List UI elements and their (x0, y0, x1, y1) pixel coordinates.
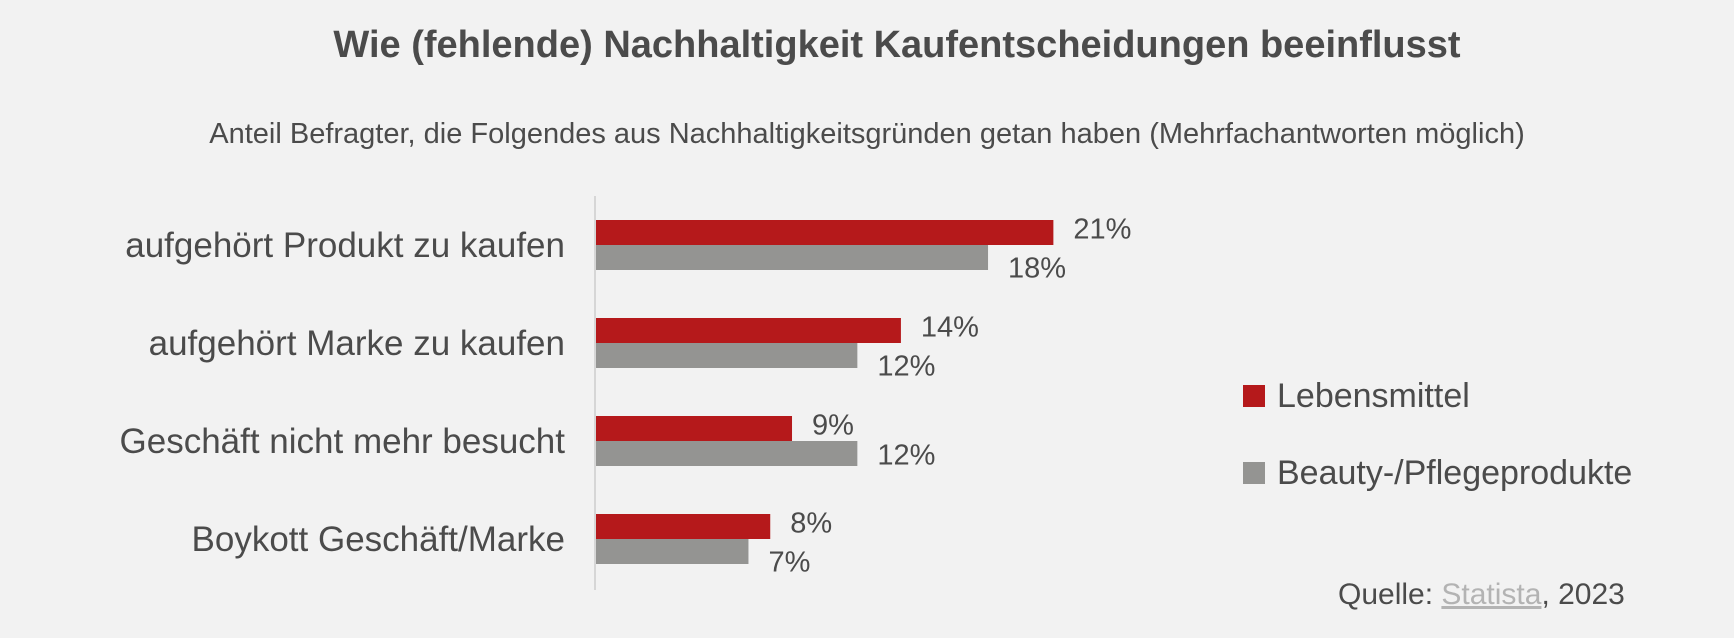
data-label: 9% (812, 410, 854, 442)
source-link[interactable]: Statista (1441, 578, 1542, 611)
data-label: 21% (1073, 214, 1131, 246)
source-suffix: , 2023 (1541, 578, 1625, 611)
bar-beauty (596, 441, 858, 466)
category-label: Boykott Geschäft/Marke (192, 520, 565, 559)
data-label: 18% (1008, 253, 1066, 285)
chart-subtitle: Anteil Befragter, die Folgendes aus Nach… (209, 118, 1525, 150)
legend-label: Lebensmittel (1277, 377, 1470, 415)
data-label: 7% (768, 547, 810, 579)
data-label: 8% (790, 508, 832, 540)
source-prefix: Quelle: (1338, 578, 1442, 611)
bar-lebensmittel (596, 220, 1054, 245)
bar-lebensmittel (596, 318, 901, 343)
legend-swatch (1243, 385, 1265, 407)
bar-beauty (596, 539, 749, 564)
bar-lebensmittel (596, 416, 793, 441)
data-label: 14% (921, 312, 979, 344)
legend-label: Beauty-/Pflegeprodukte (1277, 454, 1632, 492)
data-label: 12% (877, 351, 935, 383)
data-label: 12% (877, 440, 935, 472)
category-label: aufgehört Produkt zu kaufen (125, 226, 565, 265)
chart-title: Wie (fehlende) Nachhaltigkeit Kaufentsch… (333, 24, 1461, 66)
bar-beauty (596, 343, 858, 368)
category-label: Geschäft nicht mehr besucht (120, 422, 566, 461)
source-note: Quelle: Statista, 2023 (1338, 578, 1625, 612)
legend-swatch (1243, 462, 1265, 484)
bar-lebensmittel (596, 514, 771, 539)
bar-beauty (596, 245, 989, 270)
category-label: aufgehört Marke zu kaufen (149, 324, 565, 363)
